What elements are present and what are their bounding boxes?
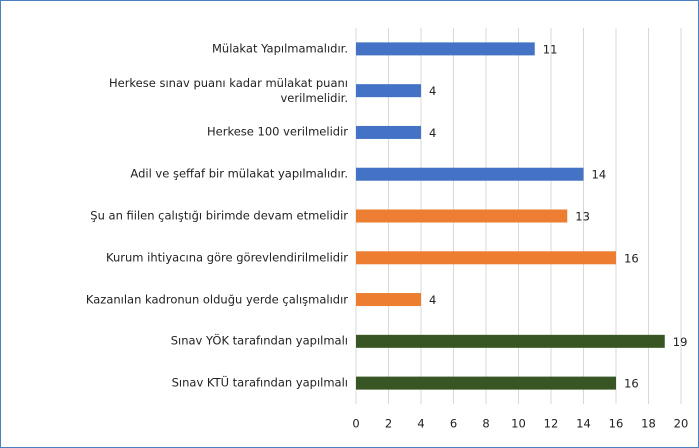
y-tick-label: Sınav YÖK tarafından yapılmalı — [170, 333, 348, 348]
x-tick-label: 8 — [482, 417, 489, 431]
y-tick-label: Mülakat Yapılmamalıdır. — [211, 41, 348, 56]
x-tick-label: 6 — [450, 417, 457, 431]
x-tick-label: 16 — [609, 417, 624, 431]
bar — [356, 42, 535, 56]
y-tick-label: Şu an fiilen çalıştığı birimde devam etm… — [90, 208, 348, 223]
x-tick-label: 2 — [385, 417, 392, 431]
x-tick-label: 12 — [544, 417, 559, 431]
y-tick-label: Herkese sınav puanı kadar mülakat puanı … — [108, 75, 348, 105]
x-tick-label: 20 — [674, 417, 689, 431]
bar — [356, 251, 616, 265]
y-tick-label: Adil ve şeffaf bir mülakat yapılmalıdır. — [130, 166, 348, 181]
bar — [356, 376, 616, 390]
data-label: 11 — [543, 42, 558, 56]
data-label: 14 — [592, 168, 607, 182]
data-label: 4 — [429, 293, 436, 307]
data-label: 16 — [624, 251, 639, 265]
x-tick-label: 0 — [352, 417, 359, 431]
x-tick-label: 10 — [511, 417, 526, 431]
y-tick-label: Kazanılan kadronun olduğu yerde çalışmal… — [85, 292, 348, 307]
data-label: 4 — [429, 84, 436, 98]
data-label: 13 — [575, 210, 590, 224]
bar — [356, 84, 421, 98]
bar — [356, 167, 584, 181]
bar — [356, 334, 665, 348]
y-tick-label: Kurum ihtiyacına göre görevlendirilmelid… — [106, 250, 348, 265]
data-label: 16 — [624, 377, 639, 391]
x-tick-label: 4 — [417, 417, 424, 431]
x-tick-label: 18 — [641, 417, 656, 431]
y-tick-label: Sınav KTÜ tarafından yapılmalı — [171, 375, 348, 390]
data-label: 4 — [429, 126, 436, 140]
bar — [356, 293, 421, 307]
bar — [356, 125, 421, 139]
y-tick-label: Herkese 100 verilmelidir — [207, 124, 348, 139]
data-label: 19 — [673, 335, 688, 349]
x-tick-label: 14 — [576, 417, 591, 431]
bar — [356, 209, 568, 223]
